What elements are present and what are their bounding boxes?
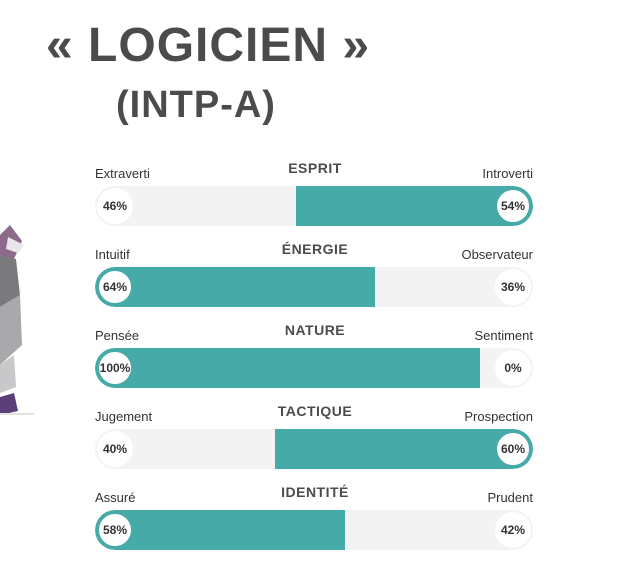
scale-esprit: Extraverti ESPRIT Introverti 46% 54% (95, 160, 535, 241)
right-trait-label: Introverti (482, 166, 533, 181)
page-title: « LOGICIEN » (46, 19, 371, 72)
scale-fill (95, 267, 376, 307)
left-trait-label: Intuitif (95, 247, 130, 262)
scale-track: 40% 60% (95, 429, 533, 469)
scale-name: TACTIQUE (277, 403, 353, 419)
left-trait-label: Pensée (95, 328, 140, 343)
scale-name: NATURE (284, 322, 346, 338)
character-illustration (0, 225, 34, 415)
right-trait-label: Sentiment (474, 328, 533, 343)
right-percentage: 0% (495, 350, 531, 386)
scale-fill (95, 348, 481, 388)
scale-tactique: Jugement TACTIQUE Prospection 40% 60% (95, 403, 535, 484)
scale-track: 64% 36% (95, 267, 533, 307)
scale-track: 58% 42% (95, 510, 533, 550)
scale-track: 100% 0% (95, 348, 533, 388)
scale-fill (274, 429, 533, 469)
scale-name: ESPRIT (288, 160, 342, 176)
left-percentage: 40% (97, 431, 133, 467)
scale-fill (296, 186, 533, 226)
personality-code: (INTP-A) (116, 84, 276, 126)
left-percentage: 100% (97, 350, 133, 386)
scale-nature: Pensée NATURE Sentiment 100% 0% (95, 322, 535, 403)
right-trait-label: Prudent (487, 490, 533, 505)
scale-fill (95, 510, 345, 550)
scale-name: ÉNERGIE (281, 241, 349, 257)
scale-identite: Assuré IDENTITÉ Prudent 58% 42% (95, 484, 535, 565)
left-percentage: 46% (97, 188, 133, 224)
right-trait-label: Prospection (464, 409, 533, 424)
left-percentage: 64% (97, 269, 133, 305)
left-trait-label: Assuré (95, 490, 136, 505)
right-trait-label: Observateur (461, 247, 533, 262)
left-trait-label: Extraverti (95, 166, 150, 181)
left-trait-label: Jugement (95, 409, 153, 424)
right-percentage: 42% (495, 512, 531, 548)
scale-name: IDENTITÉ (281, 484, 349, 500)
right-percentage: 60% (495, 431, 531, 467)
left-percentage: 58% (97, 512, 133, 548)
right-percentage: 36% (495, 269, 531, 305)
personality-scales: Extraverti ESPRIT Introverti 46% 54% Int… (95, 160, 535, 565)
right-percentage: 54% (495, 188, 531, 224)
scale-track: 46% 54% (95, 186, 533, 226)
scale-energie: Intuitif ÉNERGIE Observateur 64% 36% (95, 241, 535, 322)
